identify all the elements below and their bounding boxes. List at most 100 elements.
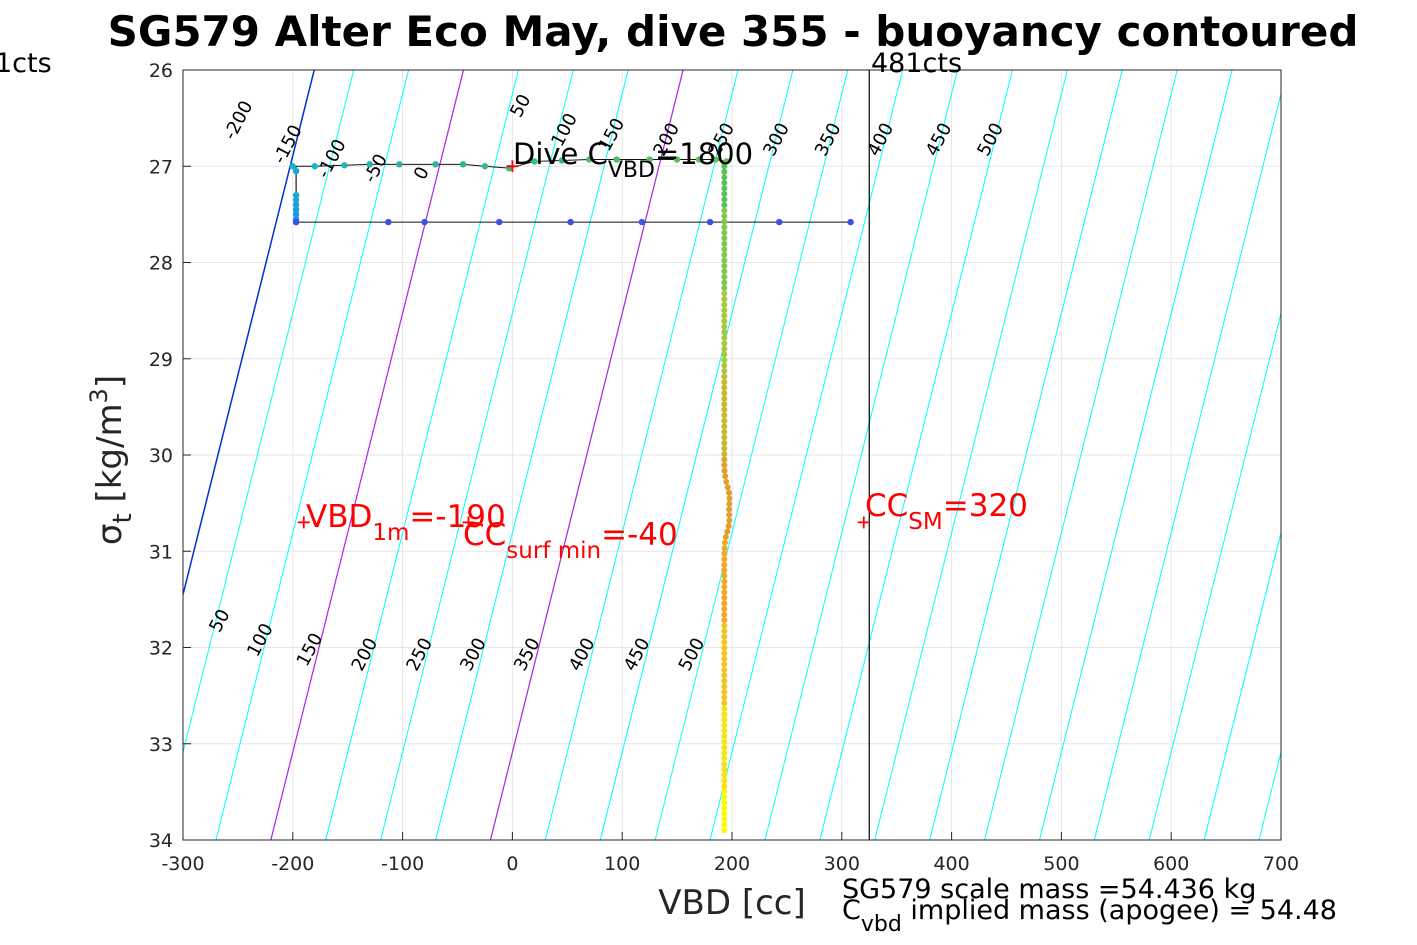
- top_track-point: [646, 156, 653, 163]
- vertical-profile-point: [726, 517, 733, 524]
- dive-cvbd-annotation: Dive CVBD=1800: [513, 137, 753, 183]
- cyan-contour-line: [325, 70, 519, 840]
- cc-surf-post: =-40: [601, 517, 678, 553]
- top_track-point: [311, 163, 318, 170]
- vertical-profile-point: [721, 467, 728, 474]
- vertical-profile-point: [721, 650, 728, 657]
- x-tick-label: 700: [1263, 853, 1299, 875]
- x-tick-label: 500: [1043, 853, 1079, 875]
- cyan-contour-line: [1148, 311, 1281, 840]
- cyan-contour-line: [1258, 750, 1281, 840]
- left_column-point: [292, 201, 300, 208]
- vertical-profile-point: [721, 329, 728, 336]
- cc-surf-annotation: CCsurf min=-40: [463, 517, 678, 564]
- y-tick-label: 33: [149, 734, 173, 756]
- vertical-profile-point: [721, 827, 728, 834]
- y-label-close: ]: [90, 375, 130, 388]
- left_column-point: [292, 191, 300, 199]
- y-tick-label: 34: [149, 830, 173, 852]
- vertical-profile-point: [721, 777, 728, 784]
- bottom_track-point: [385, 218, 392, 226]
- vertical-profile-point: [721, 749, 728, 756]
- vertical-profile-point: [721, 589, 728, 596]
- vertical-profile-point: [721, 168, 728, 175]
- vertical-profile-point: [722, 473, 729, 480]
- cyan-contour-line: [380, 70, 574, 840]
- x-tick-label: -300: [161, 853, 204, 875]
- vertical-profile-point: [721, 567, 728, 574]
- vertical-profile-point: [721, 810, 728, 817]
- y-tick-label: 31: [149, 541, 173, 563]
- vertical-profile-point: [721, 345, 728, 352]
- vertical-profile-point: [721, 556, 728, 563]
- vertical-profile-point: [721, 290, 728, 297]
- vertical-profile-point: [721, 561, 728, 568]
- x-axis-label: VBD [cc]: [658, 883, 806, 923]
- x-tick-label: 100: [604, 853, 640, 875]
- vertical-profile-point: [721, 628, 728, 635]
- top_track-point: [396, 161, 403, 168]
- chart-title: SG579 Alter Eco May, dive 355 - buoyancy…: [108, 7, 1359, 56]
- vertical-profile-point: [721, 794, 728, 801]
- vertical-profile-point: [721, 716, 728, 723]
- top_track-point: [432, 161, 439, 168]
- vertical-profile-point: [721, 395, 728, 402]
- bottom_track-point: [567, 218, 574, 226]
- vertical-profile-point: [724, 528, 731, 535]
- y-tick-label: 26: [149, 60, 173, 82]
- y-label-unit: [kg/m: [90, 403, 130, 513]
- vertical-profile-point: [721, 201, 728, 208]
- x-tick-label: 400: [933, 853, 969, 875]
- vertical-profile-point: [721, 390, 728, 397]
- y-axis-ticks: 26 27 28 29 30 31 32 33 34: [149, 60, 191, 852]
- vertical-profile-point: [721, 340, 728, 347]
- vertical-profile-point: [721, 229, 728, 236]
- bottom_track-point: [706, 218, 714, 226]
- dive-cvbd-sub: VBD: [608, 158, 655, 183]
- vertical-profile-point: [721, 805, 728, 812]
- vertical-profile-point: [721, 285, 728, 292]
- y-tick-label: 32: [149, 638, 173, 660]
- contour-lines: [183, 70, 1417, 840]
- vertical-profile-point: [726, 500, 733, 507]
- vertical-profile-point: [721, 583, 728, 590]
- y-tick-label: 27: [149, 156, 173, 178]
- cc-sm-sub: SM: [908, 509, 942, 535]
- blue-contour-line: [183, 70, 315, 595]
- x-tick-label: 300: [824, 853, 860, 875]
- cyan-contour-line: [984, 70, 1178, 840]
- vertical-profile-point: [721, 672, 728, 679]
- vertical-profile-point: [724, 484, 731, 491]
- vertical-profile-point: [721, 683, 728, 690]
- vertical-profile-point: [721, 639, 728, 646]
- top_track-point: [613, 156, 620, 163]
- vertical-profile-point: [721, 689, 728, 696]
- vertical-profile-point: [721, 428, 728, 435]
- bottom_track-point: [776, 218, 783, 226]
- vertical-profile-point: [721, 384, 728, 391]
- vertical-profile-point: [721, 373, 728, 380]
- vertical-profile-point: [721, 772, 728, 779]
- vertical-profile-point: [721, 578, 728, 585]
- vertical-profile-point: [721, 417, 728, 424]
- vertical-profile-point: [721, 356, 728, 363]
- vertical-profile-point: [721, 174, 728, 181]
- vertical-profile-point: [721, 207, 728, 214]
- vertical-profile-point: [721, 423, 728, 430]
- vertical-profile-point: [721, 456, 728, 463]
- vertical-profile-point: [721, 766, 728, 773]
- left_column-point: [292, 167, 300, 175]
- vbd-1m-pre: VBD: [306, 499, 372, 535]
- vertical-profile-point: [721, 644, 728, 651]
- y-axis-label: σt [kg/m3]: [85, 375, 138, 545]
- cc-surf-sub: surf min: [506, 538, 601, 564]
- vertical-profile-point: [721, 788, 728, 795]
- vertical-profile-point: [721, 318, 728, 325]
- vbd-1m-sub: 1m: [372, 520, 409, 546]
- cyan-contour-line: [544, 70, 739, 840]
- cyan-contour-line: [1314, 70, 1417, 840]
- vertical-profile-point: [721, 213, 728, 220]
- top_track-point: [531, 158, 538, 165]
- vbd-1m-post: =-190: [409, 499, 505, 535]
